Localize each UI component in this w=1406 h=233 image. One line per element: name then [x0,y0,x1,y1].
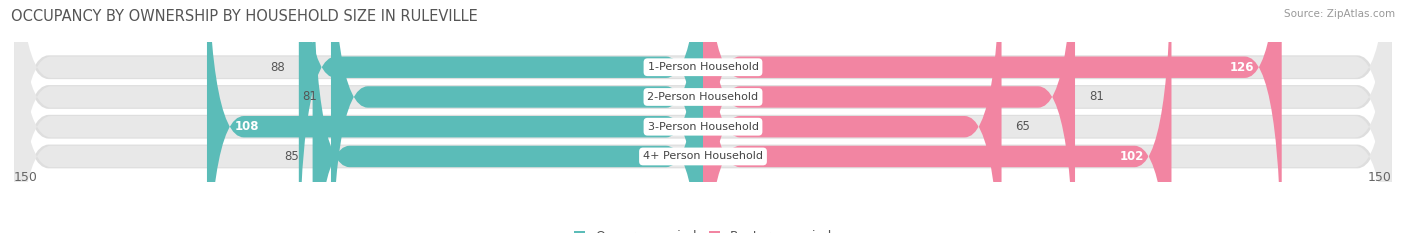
FancyBboxPatch shape [703,0,1001,233]
FancyBboxPatch shape [299,0,703,233]
FancyBboxPatch shape [11,0,1395,233]
Legend: Owner-occupied, Renter-occupied: Owner-occupied, Renter-occupied [568,225,838,233]
FancyBboxPatch shape [703,0,1171,233]
Text: 85: 85 [284,150,299,163]
Text: 65: 65 [1015,120,1031,133]
Text: 102: 102 [1119,150,1144,163]
Text: 81: 81 [302,90,318,103]
Text: 150: 150 [1368,171,1392,184]
Text: 108: 108 [235,120,259,133]
FancyBboxPatch shape [330,0,703,233]
FancyBboxPatch shape [703,0,1282,233]
FancyBboxPatch shape [14,0,1392,233]
FancyBboxPatch shape [207,0,703,233]
Text: 126: 126 [1230,61,1254,74]
Text: 3-Person Household: 3-Person Household [648,122,758,132]
FancyBboxPatch shape [14,0,1392,233]
FancyBboxPatch shape [312,0,703,233]
FancyBboxPatch shape [14,0,1392,233]
Text: 1-Person Household: 1-Person Household [648,62,758,72]
Text: 150: 150 [14,171,38,184]
Text: Source: ZipAtlas.com: Source: ZipAtlas.com [1284,9,1395,19]
Text: 2-Person Household: 2-Person Household [647,92,759,102]
FancyBboxPatch shape [11,0,1395,233]
FancyBboxPatch shape [703,0,1076,233]
Text: 81: 81 [1088,90,1104,103]
Text: OCCUPANCY BY OWNERSHIP BY HOUSEHOLD SIZE IN RULEVILLE: OCCUPANCY BY OWNERSHIP BY HOUSEHOLD SIZE… [11,9,478,24]
FancyBboxPatch shape [14,0,1392,233]
Text: 88: 88 [270,61,285,74]
FancyBboxPatch shape [11,0,1395,233]
Text: 4+ Person Household: 4+ Person Household [643,151,763,161]
FancyBboxPatch shape [11,0,1395,233]
